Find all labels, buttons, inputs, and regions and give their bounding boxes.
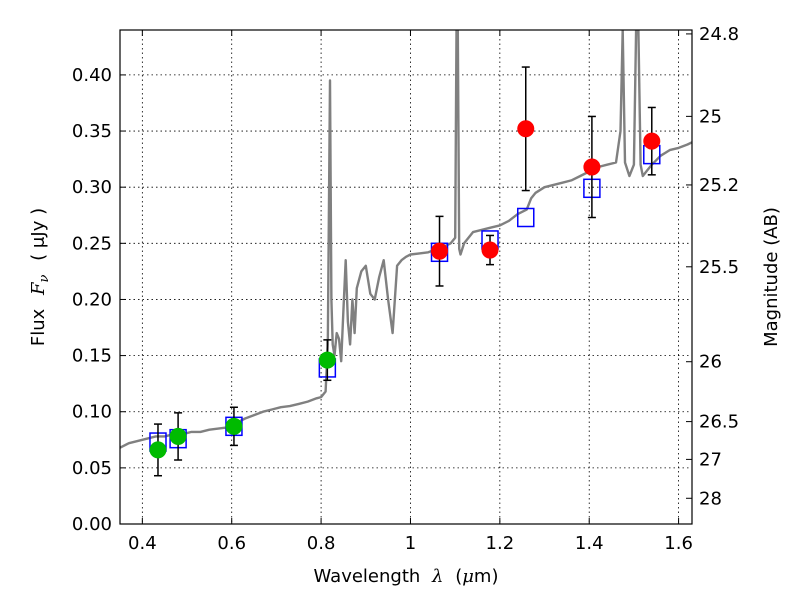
plot-content [120, 30, 692, 477]
y-tick-label: 0.20 [72, 289, 112, 310]
mag-tick-label: 25.2 [699, 175, 739, 196]
y-tick-label: 0.05 [72, 458, 112, 479]
nir-flux-point [583, 158, 601, 176]
x-axis-label-unit-mu: μ [462, 566, 474, 587]
x-tick-label: 0.4 [128, 533, 157, 554]
nir-flux-point [643, 132, 661, 150]
x-axis-label: Wavelength λ (μm) [314, 566, 499, 587]
x-axis-label-symbol: λ [431, 566, 443, 587]
nir-flux-point [517, 120, 535, 138]
model-photometry-point [517, 207, 535, 228]
y-axis-label: Flux Fν ( μJy ) [28, 208, 53, 346]
y-tick-label: 0.15 [72, 346, 112, 367]
axes: 0.4 0.6 0.8 1 1.2 1.4 1.6 0.00 0.05 0.10 0.15 0.20 0… [72, 24, 739, 554]
x-tick-label: 0.8 [307, 533, 336, 554]
grid [120, 30, 692, 525]
x-axis-label-text: Wavelength [314, 566, 421, 587]
x-tick-label: 1.4 [575, 533, 604, 554]
mag-tick-label: 28 [699, 488, 722, 509]
y-tick-label: 0.00 [72, 514, 112, 535]
mag-tick-label: 25 [699, 106, 722, 127]
x-axis-label-unit-open: ( [455, 566, 462, 587]
y-tick-label: 0.10 [72, 402, 112, 423]
y-axis-label-text: Flux [28, 308, 49, 346]
y2-axis-label: Magnitude (AB) [761, 207, 782, 347]
spectrum-line [120, 30, 692, 449]
x-tick-label: 1 [405, 533, 416, 554]
plot-area [120, 30, 692, 477]
y-axis-label-unit: ( μJy ) [28, 208, 49, 261]
mag-tick-label: 25.5 [699, 257, 739, 278]
y-tick-label: 0.35 [72, 121, 112, 142]
plot-frame [119, 29, 693, 525]
x-tick-label: 1.2 [486, 533, 515, 554]
y-tick-label: 0.30 [72, 177, 112, 198]
mag-tick-label: 26.5 [699, 412, 739, 433]
mag-tick-label: 26 [699, 352, 722, 373]
y-axis-label-symbol: F [28, 281, 49, 296]
optical-flux-point [225, 417, 243, 435]
nir-flux-point [481, 241, 499, 259]
y-axis-label-subscript: ν [37, 274, 52, 282]
x-tick-label: 1.6 [664, 533, 693, 554]
nir-flux-point [431, 242, 449, 260]
mag-tick-label: 24.8 [699, 24, 739, 45]
optical-flux-point [169, 427, 187, 445]
x-tick-label: 0.6 [217, 533, 246, 554]
y-tick-label: 0.25 [72, 233, 112, 254]
x-axis-label-unit-rest: m) [474, 566, 499, 587]
mag-tick-label: 27 [699, 449, 722, 470]
optical-flux-point [149, 441, 167, 459]
optical-flux-point [318, 351, 336, 369]
y-tick-label: 0.40 [72, 65, 112, 86]
